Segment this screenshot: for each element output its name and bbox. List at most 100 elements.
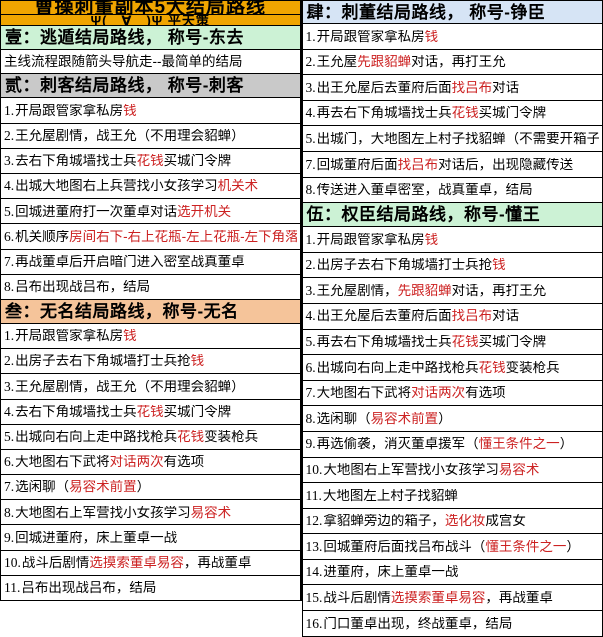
step-row: 7.再战董卓后开启暗门进入密室战真董卓 [0,250,301,275]
highlight-text: 找吕布 [452,309,493,323]
step-row: 13.回城董府后面找吕布战斗（懂王条件之一） [302,534,603,560]
step-index: 9. [4,531,14,545]
step-text: 回城董府后面找吕布战斗（懂王条件之一） [323,540,580,554]
highlight-text: 易容术 [499,463,540,477]
highlight-text: 钱 [123,104,137,118]
section-header: 壹：逃遁结局路线， 称号-东去 [0,26,301,50]
step-row: 4.再去右下角城墙找士兵花钱买城门令牌 [302,101,603,127]
step-index: 11. [306,489,322,503]
step-row: 9.回城进董府，床上董卓一战 [0,525,301,550]
step-index: 3. [4,380,14,394]
step-index: 7. [306,158,316,172]
plain-text: 对话 [492,309,519,323]
step-text: 再去右下角城墙找士兵花钱买城门令牌 [317,335,547,349]
plain-text: 对话 [492,81,519,95]
highlight-text: 选开机关 [177,205,231,219]
step-row: 7.大地图右下武将对话两次有选项 [302,381,603,407]
step-row: 2.出房子去右下角城墙打士兵抢钱 [302,253,603,279]
step-text: 选闲聊（易容术前置） [317,412,452,426]
plain-text: 出王允屋后去董府后面 [317,309,452,323]
highlight-text: 对话两次 [411,386,465,400]
highlight-text: 钱 [191,354,205,368]
step-index: 15. [306,591,323,605]
plain-text: 出房子去右下角城墙打士兵抢 [317,258,493,272]
step-text: 传送进入董卓密室，战真董卓，结局 [317,183,533,197]
highlight-text: 房间右下-右上花瓶-左上花瓶-左下角落 [69,230,296,244]
plain-text: 拿貂蝉旁边的箱子， [323,514,445,528]
step-row: 15.战斗后剧情选摸索董卓易容，再战董卓 [302,585,603,611]
step-row: 16.门口董卓出现，终战董卓，结局 [302,611,603,637]
highlight-text: 花钱 [137,405,164,419]
plain-text: 出城门，大地图左上村子找貂蝉（不需要开箱子 [317,132,599,146]
highlight-text: 钱 [425,233,439,247]
step-text: 拿貂蝉旁边的箱子，选化妆成宫女 [323,514,526,528]
section-header: 贰：刺客结局路线， 称号-刺客 [0,74,301,98]
plain-text: 传送进入董卓密室，战真董卓，结局 [317,183,533,197]
step-row: 5.出城门，大地图左上村子找貂蝉（不需要开箱子 [302,126,603,152]
highlight-text: 懂王条件之一 [485,540,566,554]
step-text: 大地图右上军营找小女孩学习易容术 [15,506,231,520]
plain-text: 大地图右上军营找小女孩学习 [15,506,191,520]
plain-text: 王允屋剧情，战王允（不用理会貂蝉） [15,129,245,143]
plain-text: 开局跟管家拿私房 [15,329,123,343]
left-column-body: 壹：逃遁结局路线， 称号-东去主线流程跟随箭头导航走--最简单的结局贰：刺客结局… [0,26,301,601]
plain-text: 对话，再打王允 [411,55,506,69]
step-row: 8.大地图右上军营找小女孩学习易容术 [0,500,301,525]
plain-text: 再战董卓后开启暗门进入密室战真董卓 [15,255,245,269]
step-row: 2.王允屋先跟貂蝉对话，再打王允 [302,50,603,76]
section-header: 伍：权臣结局路线，称号-懂王 [302,203,603,227]
highlight-text: 易容术 [191,506,232,520]
step-row: 1.开局跟管家拿私房钱 [302,227,603,253]
plain-text: 买城门令牌 [164,405,232,419]
step-row: 11.吕布出现战吕布，结局 [0,576,301,601]
highlight-text: 钱 [425,30,439,44]
section-note: 主线流程跟随箭头导航走--最简单的结局 [0,50,301,74]
plain-text: 王允屋剧情，战王允（不用理会貂蝉） [15,380,245,394]
step-text: 去右下角城墙找士兵花钱买城门令牌 [15,154,231,168]
step-text: 机关顺序房间右下-右上花瓶-左上花瓶-左下角落 [15,230,296,244]
plain-text: ） [438,412,452,426]
step-text: 吕布出现战吕布，结局 [15,280,150,294]
step-row: 10.大地图右上军营找小女孩学习易容术 [302,458,603,484]
step-index: 4. [306,106,316,120]
step-index: 8. [4,506,14,520]
plain-text: ） [560,437,574,451]
step-index: 1. [306,30,316,44]
plain-text: 变装枪兵 [204,430,258,444]
plain-text: 对话后，出现隐藏传送 [438,158,573,172]
plain-text: 去右下角城墙找士兵 [15,405,137,419]
plain-text: 大地图左上村子找貂蝉 [323,489,458,503]
step-text: 大地图右下武将对话两次有选项 [317,386,506,400]
plain-text: 吕布出现战吕布，结局 [15,280,150,294]
step-text: 出王允屋后去董府后面找吕布对话 [317,309,520,323]
step-row: 8.选闲聊（易容术前置） [302,406,603,432]
step-row: 8.吕布出现战吕布，结局 [0,275,301,300]
step-row: 4.出城大地图右上兵营找小女孩学习机关术 [0,174,301,199]
step-row: 1.开局跟管家拿私房钱 [302,24,603,50]
step-index: 16. [306,617,323,631]
step-row: 7.回城董府后面找吕布对话后，出现隐藏传送 [302,152,603,178]
highlight-text: 找吕布 [452,81,493,95]
plain-text: 开局跟管家拿私房 [15,104,123,118]
step-index: 2. [306,55,316,69]
step-index: 5. [306,335,316,349]
highlight-text: 选摸索董卓易容 [89,556,184,570]
plain-text: 大地图右下武将 [15,455,110,469]
step-row: 6.出城向右向上走中路找枪兵花钱变装枪兵 [302,355,603,381]
plain-text: ，再战董卓 [184,556,252,570]
step-row: 3.王允屋剧情，战王允（不用理会貂蝉） [0,374,301,399]
left-column: 曹操刺董副本5大结局路线 Ψ(￣∀￣)Ψ 平天策 壹：逃遁结局路线， 称号-东去… [0,0,302,601]
plain-text: 再选偷袭，消灭董卓援军（ [317,437,479,451]
highlight-text: 先跟貂蝉 [357,55,411,69]
plain-text: 买城门令牌 [479,106,547,120]
step-row: 14.进董府，床上董卓一战 [302,560,603,586]
step-index: 8. [306,412,316,426]
plain-text: 王允屋 [317,55,358,69]
plain-text: 出房子去右下角城墙打士兵抢 [15,354,191,368]
plain-text: 大地图右上军营找小女孩学习 [323,463,499,477]
step-text: 开局跟管家拿私房钱 [317,30,439,44]
step-text: 王允屋剧情，战王允（不用理会貂蝉） [15,380,245,394]
step-index: 4. [306,309,316,323]
step-index: 3. [4,154,14,168]
step-text: 回城进董府，床上董卓一战 [15,531,177,545]
